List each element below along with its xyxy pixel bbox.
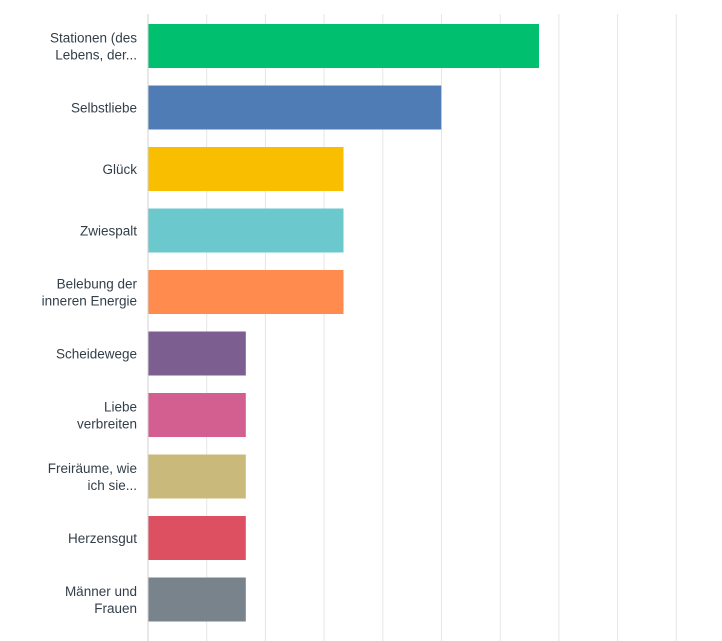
bar: [148, 516, 246, 560]
category-label: Freiräume, wie ich sie...: [48, 461, 137, 493]
category-label: Liebe verbreiten: [77, 400, 137, 432]
category-label-line: Stationen (des: [50, 31, 137, 46]
bar: [148, 85, 442, 130]
bar: [148, 24, 539, 68]
bar: [148, 208, 344, 253]
category-label: Stationen (des Lebens, der...: [50, 31, 137, 63]
category-label: Selbstliebe: [71, 101, 137, 116]
category-label-line: Herzensgut: [68, 531, 137, 546]
category-label-line: Frauen: [94, 601, 137, 616]
category-label-line: Selbstliebe: [71, 101, 137, 116]
bar: [148, 454, 246, 499]
category-label: Zwiespalt: [80, 224, 137, 239]
category-label: Herzensgut: [68, 531, 137, 546]
category-label-line: verbreiten: [77, 417, 137, 432]
bar: [148, 393, 246, 437]
category-label-line: Glück: [102, 162, 137, 177]
category-label-line: Freiräume, wie: [48, 461, 137, 476]
category-label-line: Belebung der: [57, 277, 138, 292]
category-label-line: Lebens, der...: [55, 48, 137, 63]
bar: [148, 577, 246, 622]
category-label-line: Männer und: [65, 584, 137, 599]
bar: [148, 270, 344, 314]
bar: [148, 331, 246, 376]
category-label-line: Zwiespalt: [80, 224, 137, 239]
category-label-line: inneren Energie: [42, 294, 137, 309]
category-label: Glück: [102, 162, 137, 177]
category-label: Belebung der inneren Energie: [42, 277, 138, 309]
category-label-line: ich sie...: [87, 478, 137, 493]
category-label: Scheidewege: [56, 347, 137, 362]
category-label-line: Liebe: [104, 400, 137, 415]
category-label: Männer und Frauen: [65, 584, 137, 616]
category-label-line: Scheidewege: [56, 347, 137, 362]
bar: [148, 147, 344, 191]
